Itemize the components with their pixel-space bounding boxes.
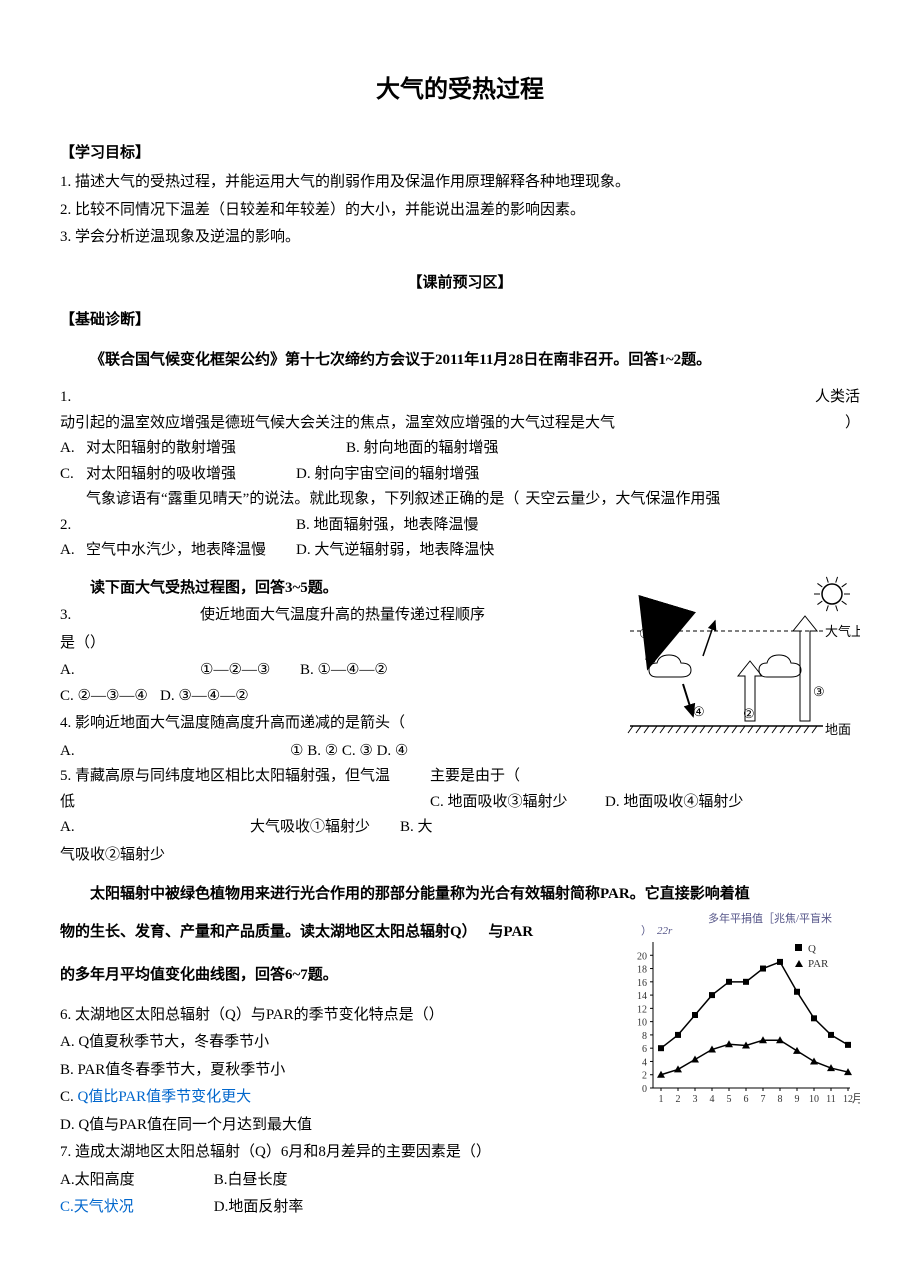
q2-opt-d: D. 大气逆辐射弱，地表降温快: [296, 538, 494, 564]
q5-stem-b: 主要是由于（: [430, 764, 520, 790]
svg-text:11: 11: [826, 1094, 836, 1105]
q3-opt-a: ①—②—③: [200, 658, 300, 684]
question-1-2-block: 1. 人类活 动引起的温室效应增强是德班气候大会关注的焦点，温室效应增强的大气过…: [60, 385, 860, 564]
svg-text:20: 20: [637, 951, 647, 962]
svg-text:③: ③: [813, 684, 825, 699]
q3-num: 3.: [60, 603, 200, 629]
q2-stem-a: 气象谚语有“露重见晴天”的说法。就此现象，下列叙述正确的是（: [86, 487, 519, 513]
svg-text:地面: 地面: [825, 722, 851, 737]
svg-text:PAR: PAR: [808, 958, 829, 970]
svg-text:④: ④: [693, 704, 705, 719]
q6-opt-c-label: C.: [60, 1089, 78, 1105]
q1-opt-b: B. 射向地面的辐射增强: [346, 436, 499, 462]
svg-text:9: 9: [795, 1094, 800, 1105]
q5-stem-c: 低: [60, 790, 430, 816]
svg-text:0: 0: [642, 1084, 647, 1095]
svg-text:7: 7: [761, 1094, 766, 1105]
q2-opt-a: 空气中水汽少，地表降温慢: [86, 538, 296, 564]
svg-text:2: 2: [642, 1071, 647, 1082]
q5-opt-a: 大气吸收①辐射少: [250, 815, 400, 841]
objective-3: 3. 学会分析逆温现象及逆温的影响。: [60, 225, 860, 251]
intro-1-2: 《联合国气候变化框架公约》第十七次缔约方会议于2011年11月28日在南非召开。…: [60, 348, 860, 374]
par-intro-2a: 物的生长、发育、产量和产品质量。读太湖地区太阳总辐射Q）: [60, 924, 477, 940]
svg-text:18: 18: [637, 964, 647, 975]
q7-opt-a: A.太阳高度: [60, 1168, 210, 1194]
par-chart: 多年平捐值［兆焦/平盲米）22r024681012141618201234567…: [625, 910, 860, 1120]
svg-text:6: 6: [744, 1094, 749, 1105]
q1-num: 1.: [60, 385, 71, 411]
q4-opt-a-label: A.: [60, 739, 290, 765]
svg-text:8: 8: [642, 1031, 647, 1042]
q3-opt-b: B. ①—④—②: [300, 658, 388, 684]
question-6-7-block: 多年平捐值［兆焦/平盲米）22r024681012141618201234567…: [60, 910, 860, 1223]
q1-frag-right: 人类活: [815, 385, 860, 411]
q1-stem: 动引起的温室效应增强是德班气候大会关注的焦点，温室效应增强的大气过程是大气: [60, 411, 615, 437]
svg-text:10: 10: [809, 1094, 819, 1105]
q6-opt-c: Q值比PAR值季节变化更大: [78, 1089, 252, 1105]
par-intro-2b: 与PAR: [488, 924, 533, 940]
heating-diagram: 大气上界地面 ① ④ ② ③: [625, 576, 860, 761]
question-3-5-block: 大气上界地面①④②③ 读下面大气受热过程图，回答3~5题。 3. 使近地面大气温…: [60, 576, 860, 869]
svg-text:①: ①: [639, 626, 651, 641]
q5-opt-c: C. 地面吸收③辐射少: [430, 790, 605, 816]
q7-opt-b: B.白昼长度: [214, 1168, 288, 1194]
q4-opts: ① B. ② C. ③ D. ④: [290, 739, 408, 765]
svg-text:4: 4: [710, 1094, 715, 1105]
objectives-head: 【学习目标】: [60, 141, 860, 167]
svg-text:Q: Q: [808, 943, 816, 955]
svg-text:16: 16: [637, 978, 647, 989]
par-intro-1: 太阳辐射中被绿色植物用来进行光合作用的那部分能量称为光合有效辐射简称PAR。它直…: [60, 882, 860, 908]
q5-opt-a-label: A.: [60, 815, 250, 841]
svg-text:5: 5: [727, 1094, 732, 1105]
q2-opt-a-label: A.: [60, 538, 86, 564]
q2-opt-b: B. 地面辐射强，地表降温慢: [296, 513, 479, 539]
svg-text:②: ②: [743, 706, 755, 721]
q5-opt-b-head: B. 大: [400, 815, 433, 841]
svg-text:10: 10: [637, 1017, 647, 1028]
svg-text:22r: 22r: [657, 925, 673, 937]
q7-opt-c: C.天气状况: [60, 1195, 210, 1221]
q2-num: 2.: [60, 513, 86, 539]
q1-opt-d: D. 射向宇宙空间的辐射增强: [296, 462, 479, 488]
svg-text:14: 14: [637, 991, 647, 1002]
svg-text:月: 月: [852, 1093, 860, 1105]
svg-text:多年平捐值［兆焦/平盲米: 多年平捐值［兆焦/平盲米: [708, 911, 832, 925]
basics-head: 【基础诊断】: [60, 308, 860, 334]
svg-text:）: ）: [641, 924, 652, 937]
objective-2: 2. 比较不同情况下温差（日较差和年较差）的大小，并能说出温差的影响因素。: [60, 198, 860, 224]
q1-opt-a-label: A.: [60, 436, 86, 462]
q1-opt-c-label: C.: [60, 462, 86, 488]
svg-text:2: 2: [676, 1094, 681, 1105]
q7-opt-d: D.地面反射率: [214, 1195, 304, 1221]
svg-text:1: 1: [659, 1094, 664, 1105]
q1-paren: ）: [845, 411, 860, 437]
svg-text:3: 3: [693, 1094, 698, 1105]
svg-text:大气上界: 大气上界: [825, 624, 860, 639]
q3-stem: 使近地面大气温度升高的热量传递过程顺序: [200, 603, 485, 629]
q3-opt-c: C. ②—③—④: [60, 684, 160, 710]
objective-1: 1. 描述大气的受热过程，并能运用大气的削弱作用及保温作用原理解释各种地理现象。: [60, 170, 860, 196]
svg-text:4: 4: [642, 1057, 647, 1068]
q1-opt-a: 对太阳辐射的散射增强: [86, 436, 346, 462]
q3-opt-a-label: A.: [60, 658, 200, 684]
page-title: 大气的受热过程: [60, 70, 860, 111]
preclass-head: 【课前预习区】: [60, 271, 860, 297]
q5-stem-a: 5. 青藏高原与同纬度地区相比太阳辐射强，但气温: [60, 764, 430, 790]
q3-opt-d: D. ③—④—②: [160, 684, 249, 710]
q1-opt-c: 对太阳辐射的吸收增强: [86, 462, 296, 488]
svg-text:12: 12: [637, 1004, 647, 1015]
q5-opt-d: D. 地面吸收④辐射少: [605, 790, 743, 816]
svg-text:8: 8: [778, 1094, 783, 1105]
svg-text:6: 6: [642, 1044, 647, 1055]
q7-stem: 7. 造成太湖地区太阳总辐射（Q）6月和8月差异的主要因素是（）: [60, 1140, 860, 1166]
q2-stem-b: 天空云量少，大气保温作用强: [525, 487, 720, 513]
q5-opt-b-tail: 气吸收②辐射少: [60, 843, 860, 869]
